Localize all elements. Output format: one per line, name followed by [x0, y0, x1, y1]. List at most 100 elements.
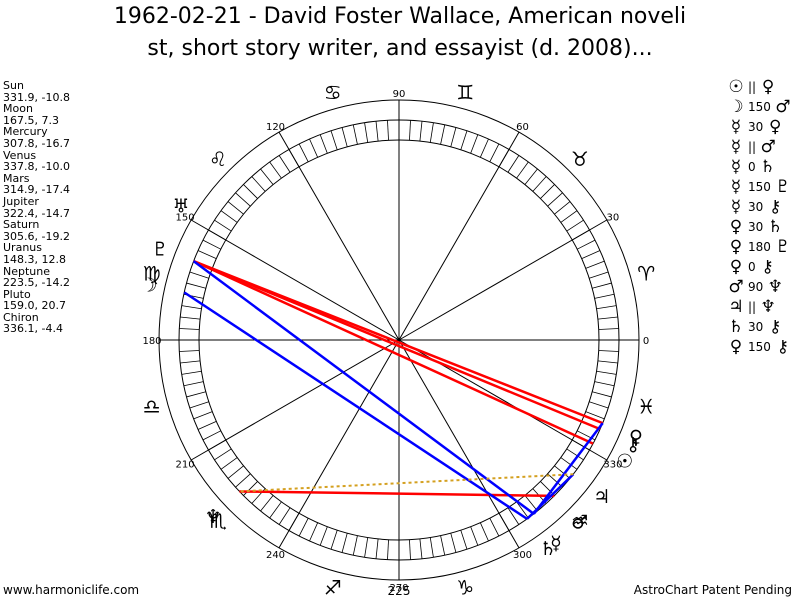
planet-glyph: ☽ [141, 275, 158, 297]
degree-tick [202, 430, 221, 441]
degree-tick [440, 124, 446, 145]
aspect-line [239, 490, 555, 498]
planet-coordinates: 336.1, -4.4 [3, 322, 63, 336]
second-planet-glyph: ♆ [767, 277, 783, 297]
degree-tick [516, 501, 529, 519]
degree-tick [214, 448, 232, 461]
first-planet-glyph: ♄ [728, 317, 744, 337]
aspect-row: ☿ || ♂ [727, 137, 792, 157]
degree-tick [341, 127, 348, 147]
degree-tick [183, 381, 204, 387]
degree-tick [352, 124, 358, 145]
aspect-angle: 150 [748, 180, 771, 194]
degree-tick [594, 293, 615, 299]
aspect-row: ♀ 0 ⚷ [727, 257, 792, 277]
degree-tick [597, 316, 618, 320]
aspect-line [239, 473, 574, 493]
aspect-line [532, 422, 604, 515]
planet-glyph: ♂ [571, 511, 588, 533]
degree-tick [179, 350, 200, 352]
degree-tick [227, 201, 244, 215]
degree-label: 90 [393, 89, 406, 100]
aspect-angle: 0 [748, 260, 756, 274]
aspect-line [192, 260, 535, 515]
aspect-row: ☉ || ♀ [727, 77, 792, 97]
aspect-angle: 30 [748, 220, 764, 234]
sector-line [398, 131, 520, 341]
first-planet-glyph: ♂ [728, 277, 744, 297]
planet-glyph: ♄ [540, 538, 557, 560]
degree-tick [193, 411, 213, 420]
degree-tick [429, 537, 434, 558]
degree-tick [589, 401, 609, 409]
degree-tick [260, 495, 274, 512]
degree-tick [375, 538, 379, 559]
planet-coordinates: 159.0, 20.7 [3, 299, 66, 313]
planet-coordinates: 167.5, 7.3 [3, 113, 59, 127]
zodiac-sign-glyph: ♓ [637, 394, 655, 418]
degree-tick [243, 184, 258, 199]
degree-tick [330, 530, 338, 550]
degree-tick [387, 539, 389, 560]
website-footer: www.harmoniclife.com [3, 583, 140, 597]
aspect-row: ☿ 150 ♇ [727, 177, 792, 197]
degree-tick [189, 401, 209, 409]
planet-name: Neptune [3, 264, 51, 278]
sector-line [190, 339, 400, 461]
planet-name: Saturn [3, 218, 40, 232]
aspect-angle: || [748, 300, 757, 314]
sector-line [278, 131, 400, 341]
aspect-angle: 0 [748, 160, 756, 174]
aspect-angle: 90 [748, 280, 764, 294]
degree-tick [220, 457, 238, 470]
zodiac-sign-glyph: ♎ [143, 394, 161, 418]
aspect-angle: 180 [748, 240, 771, 254]
second-planet-glyph: ♄ [767, 217, 783, 237]
sector-line [398, 339, 520, 549]
zodiac-sign-glyph: ♉ [571, 147, 589, 171]
degree-tick [547, 192, 563, 207]
planet-position-list: Sun 331.9, -10.8 Moon 167.5, 7.3 Mercury 307.… [3, 80, 70, 335]
planet-coordinates: 307.8, -16.7 [3, 136, 70, 150]
degree-tick [479, 138, 489, 158]
degree-tick [554, 201, 571, 215]
zodiac-sign-glyph: ♊ [456, 81, 474, 105]
degree-tick [352, 535, 358, 556]
first-planet-glyph: ☉ [728, 77, 744, 97]
planet-glyph: ☉ [616, 451, 633, 473]
planet-name: Mercury [3, 125, 48, 139]
planet-glyph: ♀ [629, 427, 643, 449]
degree-tick [596, 370, 617, 375]
degree-tick [227, 465, 244, 479]
aspect-line [183, 291, 528, 520]
degree-tick [524, 168, 538, 185]
degree-label: 120 [266, 122, 285, 133]
aspect-row: ☽ 150 ♂ [727, 97, 792, 117]
degree-tick [375, 121, 379, 142]
degree-label: 300 [513, 550, 532, 561]
planet-glyph: ♅ [173, 195, 190, 217]
degree-tick [470, 526, 479, 546]
degree-tick [540, 184, 555, 199]
second-planet-glyph: ♂ [760, 137, 776, 157]
degree-tick [180, 316, 201, 320]
aspect-row: ♀ 180 ♇ [727, 237, 792, 257]
chart-title-line-1: 1962-02-21 - David Foster Wallace, Ameri… [113, 4, 687, 29]
aspect-line [193, 260, 594, 445]
degree-label: 60 [516, 122, 529, 133]
planet-glyph: ♆ [205, 506, 222, 528]
sector-line [190, 219, 400, 341]
aspect-list: ☉ || ♀ ☽ 150 ♂ ☿ 30 ♀ ☿ || ♂ ☿ 0 ♄ ☿ 150 ♇ ☿ 30 ⚷ ♀ 30 ♄ ♀ 180 ♇ ♀ 0… [727, 77, 792, 357]
planet-name: Sun [3, 79, 24, 92]
degree-tick [566, 219, 584, 232]
aspect-angle: 150 [748, 340, 771, 354]
aspect-row: ♀ 150 ⚷ [727, 337, 792, 357]
aspect-row: ♂ 90 ♆ [727, 277, 792, 297]
degree-tick [419, 538, 423, 559]
degree-tick [489, 143, 500, 162]
planet-coordinates: 331.9, -10.8 [3, 90, 70, 104]
degree-label: 30 [607, 213, 620, 224]
second-planet-glyph: ♀ [769, 117, 782, 137]
sector-line [278, 339, 400, 549]
planet-coordinates: 337.8, -10.0 [3, 160, 70, 174]
